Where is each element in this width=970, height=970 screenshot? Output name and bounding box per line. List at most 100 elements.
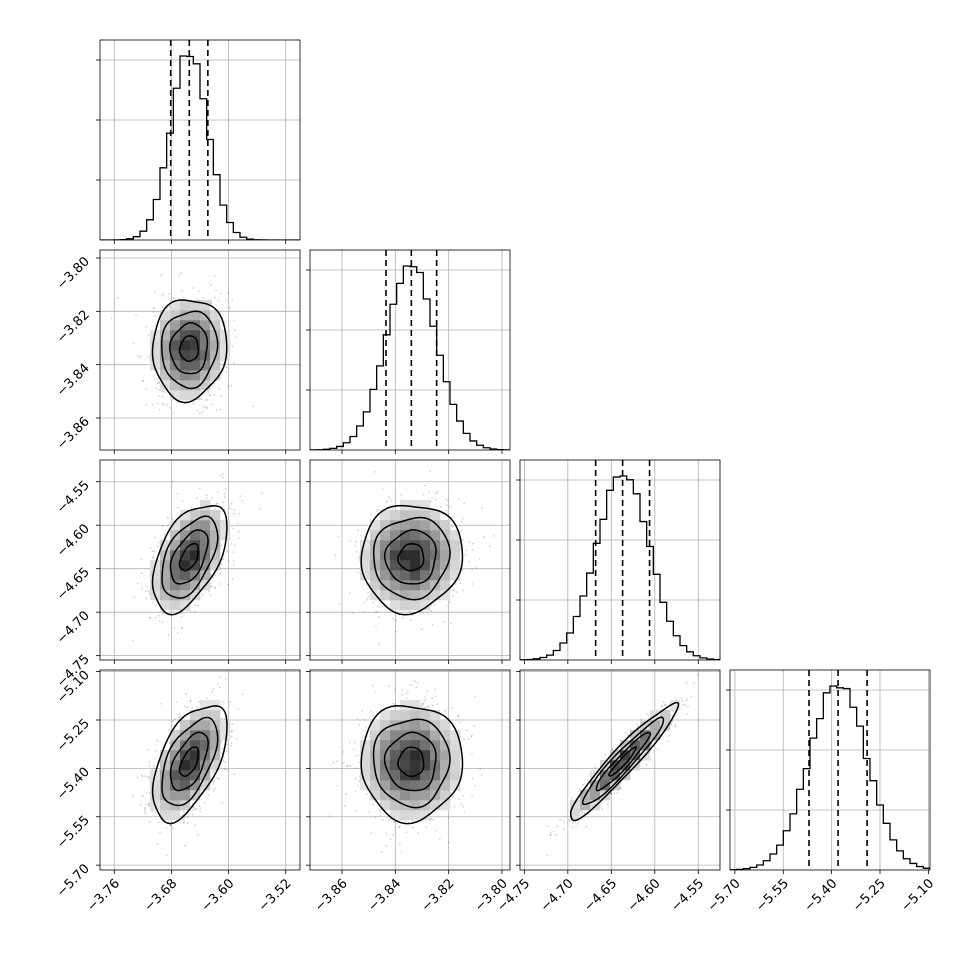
scatter-point (161, 402, 164, 405)
scatter-point (360, 710, 363, 712)
scatter-point (415, 686, 418, 689)
scatter-point (151, 403, 154, 406)
density-cell (210, 330, 221, 341)
scatter-point (168, 293, 171, 296)
scatter-point (450, 622, 453, 625)
scatter-point (222, 759, 225, 762)
density-cell (200, 340, 211, 351)
scatter-point (252, 405, 254, 408)
scatter-point (465, 729, 468, 731)
scatter-point (234, 543, 236, 546)
scatter-point (197, 604, 199, 607)
scatter-point (470, 734, 473, 737)
scatter-point (227, 583, 230, 586)
density-cell (370, 530, 381, 541)
density-cell (180, 740, 191, 751)
scatter-point (169, 824, 172, 827)
scatter-point (214, 787, 217, 790)
scatter-point (148, 776, 150, 779)
density-cell (380, 590, 391, 601)
density-cell (160, 770, 171, 781)
density-cell (190, 530, 201, 541)
scatter-point (349, 765, 352, 768)
density-cell (200, 710, 211, 721)
density-cell (190, 350, 201, 361)
density-cell (200, 330, 211, 341)
density-cell (170, 790, 181, 801)
scatter-point (439, 505, 442, 508)
scatter-point (176, 401, 179, 404)
scatter-point (153, 378, 156, 381)
x-tick-label-p0: −3.68 (141, 876, 180, 915)
density-cell (410, 520, 421, 531)
scatter-point (220, 740, 222, 743)
scatter-point (391, 617, 394, 620)
scatter-point (147, 334, 150, 337)
density-cell (370, 540, 381, 551)
y-tick-label-p1: −3.84 (54, 361, 93, 400)
scatter-point (329, 815, 331, 817)
scatter-point (177, 716, 180, 719)
scatter-point (237, 707, 240, 710)
density-cell (440, 580, 451, 591)
scatter-point (219, 583, 222, 585)
scatter-point (365, 726, 367, 729)
scatter-point (232, 563, 235, 566)
scatter-point (151, 768, 154, 771)
density-cell (170, 370, 181, 381)
density-cell (170, 390, 181, 401)
scatter-point (374, 691, 377, 694)
scatter-point (145, 791, 148, 794)
density-cell (400, 550, 411, 561)
density-cell (150, 350, 161, 361)
scatter-point (209, 394, 212, 397)
scatter-point (220, 717, 223, 720)
y-tick-label-p1: −3.86 (54, 414, 93, 453)
density-cell (190, 300, 201, 311)
scatter-point (200, 398, 203, 401)
scatter-point (422, 703, 424, 706)
density-cell (440, 550, 451, 561)
density-cell (160, 570, 171, 581)
density-cell (420, 570, 431, 581)
density-cell (360, 760, 371, 771)
density-cell (410, 600, 421, 611)
scatter-point (144, 803, 147, 806)
scatter-point (337, 535, 340, 538)
scatter-point (338, 603, 341, 605)
density-cell (360, 560, 371, 571)
scatter-point (401, 693, 404, 696)
scatter-point (232, 559, 235, 562)
scatter-point (163, 533, 166, 536)
density-cell (360, 780, 371, 791)
scatter-point (358, 556, 361, 559)
density-cell (180, 330, 191, 341)
scatter-point (385, 832, 388, 835)
scatter-point (191, 809, 194, 811)
scatter-point (434, 695, 437, 698)
density-cell (190, 520, 201, 531)
scatter-point (191, 802, 194, 805)
scatter-point (391, 702, 394, 705)
density-cell (400, 520, 411, 531)
scatter-point (224, 761, 227, 764)
scatter-point (451, 525, 454, 528)
scatter-point (434, 829, 437, 832)
density-cell (420, 520, 431, 531)
scatter-point (152, 307, 155, 309)
scatter-point (165, 826, 168, 829)
density-cell (200, 570, 211, 581)
density-cell (190, 340, 201, 351)
scatter-point (426, 706, 428, 708)
scatter-point (205, 407, 208, 410)
scatter-point (409, 610, 412, 613)
density-cell (410, 540, 421, 551)
scatter-point (356, 717, 359, 720)
scatter-point (210, 302, 213, 305)
scatter-point (230, 542, 233, 545)
scatter-point (473, 724, 476, 727)
scatter-point (215, 409, 218, 412)
scatter-point (141, 775, 144, 778)
scatter-point (377, 642, 380, 645)
density-cell (180, 560, 191, 571)
